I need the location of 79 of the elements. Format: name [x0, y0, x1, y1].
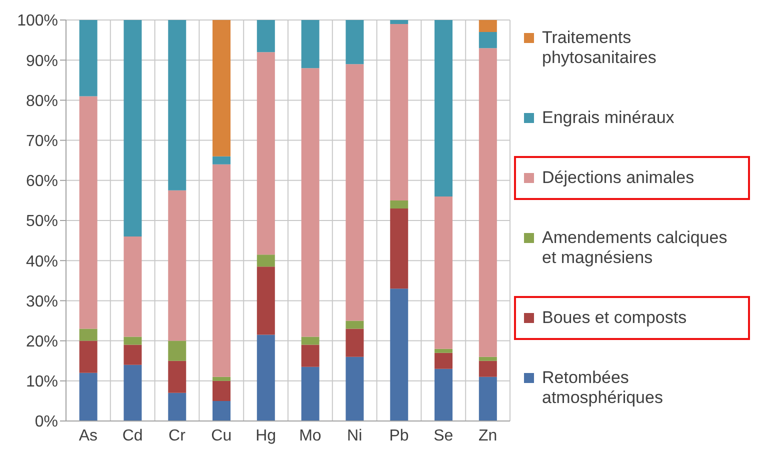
bar	[301, 20, 320, 68]
bar	[256, 266, 275, 335]
bar	[434, 196, 453, 349]
x-tick-label: Zn	[478, 427, 498, 444]
x-tick-label: As	[78, 427, 98, 444]
bar	[124, 344, 142, 365]
y-tick-label: 70%	[26, 132, 58, 150]
y-tick-label: 10%	[26, 374, 58, 391]
x-tick-label: Cr	[168, 427, 186, 444]
bar	[390, 20, 408, 24]
x-tick-label: Ni	[347, 427, 362, 444]
bar	[434, 20, 453, 196]
bar	[168, 360, 186, 393]
bar	[256, 334, 275, 421]
y-tick-label: 30%	[26, 293, 58, 310]
legend-label: Amendements calciques et magnésiens	[542, 228, 728, 268]
y-tick-label: 50%	[26, 213, 58, 230]
bar	[434, 348, 453, 353]
bar	[346, 356, 364, 421]
legend-label: Traitements phytosanitaires	[542, 28, 658, 68]
bar	[168, 392, 186, 421]
y-tick-label: 20%	[26, 333, 58, 350]
legend-label: Déjections animales	[542, 168, 696, 188]
y-tick-label: 0%	[34, 414, 58, 431]
x-tick-label: Hg	[256, 427, 276, 444]
legend-label: Retombées atmosphériques	[542, 368, 664, 408]
legend-label: Engrais minéraux	[542, 108, 676, 128]
bar	[346, 64, 364, 321]
bar	[390, 288, 408, 421]
bar	[346, 328, 364, 357]
bar	[256, 20, 275, 52]
bar	[124, 20, 142, 237]
bar	[478, 32, 497, 48]
bar	[301, 344, 320, 367]
bar	[301, 336, 320, 345]
bar	[478, 48, 497, 357]
bar	[124, 364, 142, 421]
y-tick-label: 100%	[17, 12, 58, 30]
y-tick-label: 80%	[26, 92, 58, 110]
bar	[79, 20, 98, 96]
x-tick-label: Mo	[299, 427, 322, 444]
bar	[212, 400, 231, 421]
bar	[301, 366, 320, 421]
bar	[478, 376, 497, 421]
y-tick-label: 60%	[26, 173, 58, 190]
bar	[212, 164, 231, 377]
x-tick-label: Pb	[389, 427, 409, 444]
y-tick-label: 90%	[26, 52, 58, 70]
bar	[346, 20, 364, 64]
bar	[390, 24, 408, 200]
legend-label: Boues et composts	[542, 308, 688, 328]
bar	[256, 52, 275, 255]
y-tick-label: 40%	[26, 253, 58, 270]
bar	[168, 20, 186, 190]
bar	[390, 208, 408, 289]
bar	[79, 328, 98, 341]
bar	[301, 68, 320, 337]
bar	[212, 376, 231, 381]
bar	[124, 236, 142, 337]
bar	[256, 254, 275, 267]
bar	[478, 360, 497, 377]
bar	[434, 368, 453, 421]
bar	[168, 340, 186, 361]
bar	[478, 356, 497, 361]
x-tick-label: Cu	[211, 427, 232, 444]
bar	[79, 340, 98, 373]
bar	[212, 156, 231, 164]
bar	[79, 372, 98, 421]
bar	[390, 200, 408, 208]
bar	[346, 320, 364, 329]
bar	[168, 190, 186, 341]
bar	[124, 336, 142, 345]
bar	[79, 96, 98, 329]
x-tick-label: Cd	[122, 427, 143, 444]
bar	[212, 380, 231, 401]
bar	[434, 352, 453, 369]
bar	[478, 20, 497, 32]
x-tick-label: Se	[434, 427, 454, 444]
bar	[212, 20, 231, 156]
